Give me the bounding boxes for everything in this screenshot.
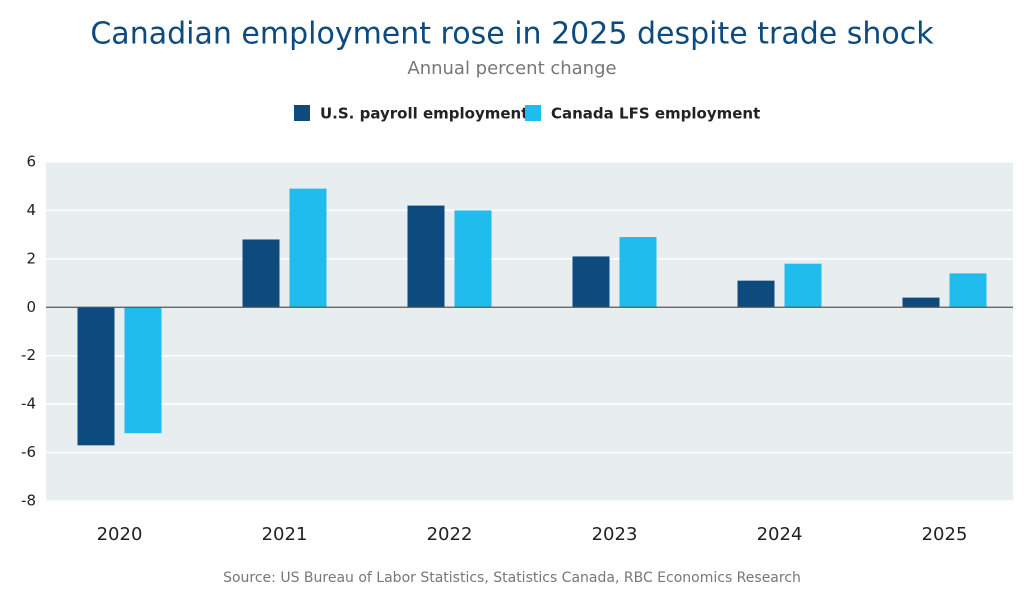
x-tick-label: 2024	[757, 524, 803, 545]
x-tick-label: 2020	[97, 524, 143, 545]
bar	[124, 307, 162, 434]
y-tick-label: 0	[26, 298, 36, 316]
y-tick-label: -8	[21, 492, 36, 510]
legend-label: U.S. payroll employment	[320, 105, 528, 123]
y-tick-label: 4	[26, 201, 36, 219]
y-tick-label: 6	[26, 153, 36, 171]
y-tick-label: -6	[21, 443, 36, 461]
y-tick-label: 2	[26, 249, 36, 267]
x-tick-label: 2025	[922, 524, 968, 545]
bar	[454, 210, 492, 308]
bar	[572, 256, 610, 308]
x-tick-label: 2021	[262, 524, 308, 545]
legend-swatch	[525, 105, 541, 121]
chart-title: Canadian employment rose in 2025 despite…	[90, 17, 934, 52]
chart-subtitle: Annual percent change	[407, 58, 616, 79]
x-tick-label: 2023	[592, 524, 638, 545]
bar	[242, 239, 280, 308]
plot-area	[46, 162, 1013, 501]
bar	[407, 205, 445, 308]
legend-label: Canada LFS employment	[551, 105, 760, 123]
bar	[619, 237, 657, 308]
bar	[77, 307, 115, 446]
bar	[902, 297, 940, 308]
bar	[289, 188, 327, 308]
bar	[949, 273, 987, 308]
bar	[784, 263, 822, 308]
legend-swatch	[294, 105, 310, 121]
y-tick-label: -4	[21, 395, 36, 413]
bar	[737, 280, 775, 308]
source: Source: US Bureau of Labor Statistics, S…	[223, 570, 801, 586]
y-tick-label: -2	[21, 346, 36, 364]
x-tick-label: 2022	[427, 524, 473, 545]
